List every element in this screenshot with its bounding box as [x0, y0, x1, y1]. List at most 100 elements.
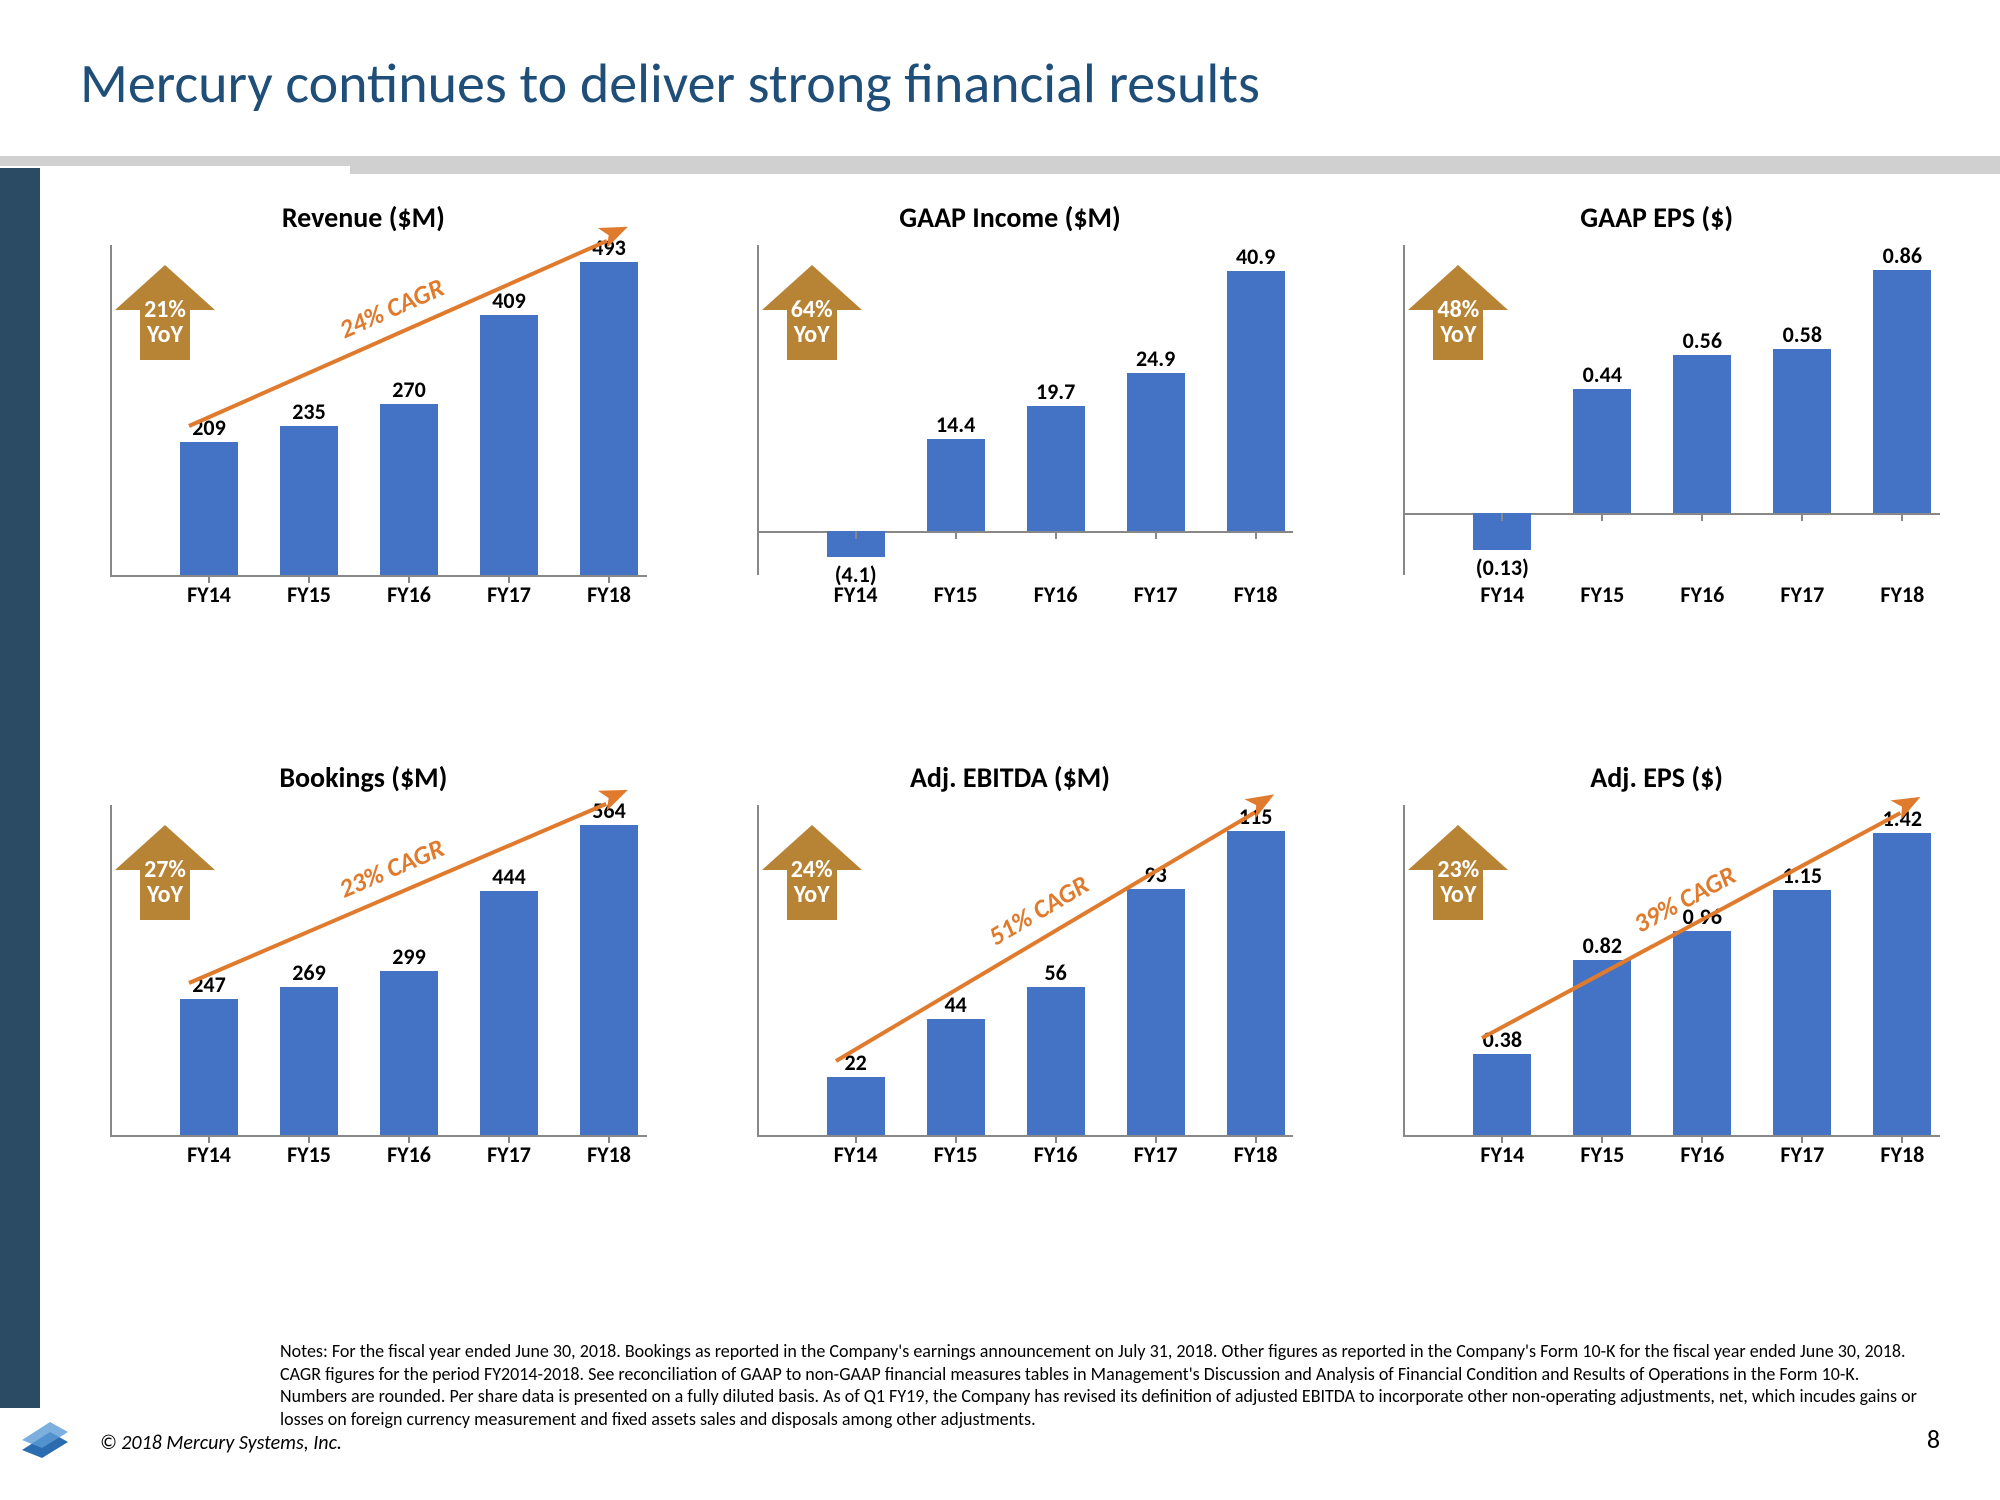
bar [1127, 889, 1185, 1135]
x-tick [508, 1135, 510, 1143]
x-tick-label: FY14 [811, 1141, 901, 1168]
x-tick [955, 1135, 957, 1143]
bar [1027, 987, 1085, 1135]
x-tick [855, 1135, 857, 1143]
x-tick [1055, 1135, 1057, 1143]
x-tick-label: FY16 [364, 1141, 454, 1168]
yoy-label: 24%YoY [757, 857, 867, 907]
bar [280, 426, 338, 575]
charts-grid: Revenue ($M) 209FY14235FY15270FY16409FY17… [70, 200, 1950, 1300]
chart-title: GAAP EPS ($) [1363, 200, 1950, 235]
x-tick-label: FY16 [1657, 581, 1747, 608]
x-tick [1801, 1135, 1803, 1143]
yoy-badge: 21%YoY [110, 265, 220, 380]
bar [1873, 270, 1931, 513]
bar-value-label: 269 [269, 959, 349, 986]
x-tick-label: FY14 [1457, 581, 1547, 608]
bar [1127, 373, 1185, 531]
x-axis [1403, 1135, 1940, 1137]
x-tick [1255, 1135, 1257, 1143]
divider-thick [350, 156, 2000, 174]
x-tick-label: FY18 [1211, 581, 1301, 608]
x-tick [855, 531, 857, 539]
bar [180, 442, 238, 575]
bar [827, 1077, 885, 1135]
yoy-label: 21%YoY [110, 297, 220, 347]
bar-value-label: (0.13) [1462, 554, 1542, 581]
x-tick-label: FY17 [1111, 1141, 1201, 1168]
bar [1673, 355, 1731, 513]
bar-value-label: 40.9 [1216, 243, 1296, 270]
x-tick-label: FY14 [164, 1141, 254, 1168]
cagr-arrowhead-icon [1248, 786, 1278, 821]
bar [1673, 931, 1731, 1135]
x-tick [1601, 513, 1603, 521]
bar-value-label: 444 [469, 863, 549, 890]
x-tick-label: FY18 [564, 581, 654, 608]
chart-title: Revenue ($M) [70, 200, 657, 235]
bar-value-label: 14.4 [916, 411, 996, 438]
page-title: Mercury continues to deliver strong fina… [80, 50, 1260, 118]
chart-panel: GAAP EPS ($)(0.13)FY140.44FY150.56FY160.… [1363, 200, 1950, 740]
x-tick [1601, 1135, 1603, 1143]
chart-plot: 22FY1444FY1556FY1693FY17115FY18 24%YoY 5… [717, 805, 1304, 1165]
x-tick [1701, 1135, 1703, 1143]
x-tick-label: FY16 [1011, 1141, 1101, 1168]
x-tick [1155, 531, 1157, 539]
x-tick-label: FY18 [564, 1141, 654, 1168]
cagr-arrowhead-icon [601, 217, 631, 252]
x-tick-label: FY18 [1857, 581, 1947, 608]
bar [380, 404, 438, 575]
bar [580, 825, 638, 1135]
x-tick [1701, 513, 1703, 521]
yoy-badge: 64%YoY [757, 265, 867, 380]
chart-panel: Bookings ($M)247FY14269FY15299FY16444FY1… [70, 760, 657, 1300]
bar [1773, 890, 1831, 1135]
x-tick-label: FY18 [1211, 1141, 1301, 1168]
x-tick-label: FY14 [1457, 1141, 1547, 1168]
x-tick-label: FY14 [164, 581, 254, 608]
x-tick [208, 575, 210, 583]
bar [1573, 960, 1631, 1135]
yoy-badge: 27%YoY [110, 825, 220, 940]
bar [280, 987, 338, 1135]
x-tick-label: FY17 [1757, 1141, 1847, 1168]
chart-plot: (4.1)FY1414.4FY1519.7FY1624.9FY1740.9FY1… [717, 245, 1304, 605]
yoy-label: 48%YoY [1403, 297, 1513, 347]
chart-plot: 247FY14269FY15299FY16444FY17564FY18 27%Y… [70, 805, 657, 1165]
x-tick [408, 575, 410, 583]
bar [1573, 389, 1631, 513]
chart-title: Adj. EBITDA ($M) [717, 760, 1304, 795]
bar-value-label: 299 [369, 943, 449, 970]
bar-value-label: 0.86 [1862, 242, 1942, 269]
x-tick-label: FY17 [464, 581, 554, 608]
x-tick [1055, 531, 1057, 539]
chart-plot: 0.38FY140.82FY150.96FY161.15FY171.42FY18… [1363, 805, 1950, 1165]
yoy-badge: 23%YoY [1403, 825, 1513, 940]
yoy-label: 23%YoY [1403, 857, 1513, 907]
chart-plot: (0.13)FY140.44FY150.56FY160.58FY170.86FY… [1363, 245, 1950, 605]
cagr-arrowhead-icon [601, 780, 631, 815]
footnotes: Notes: For the fiscal year ended June 30… [280, 1340, 1920, 1430]
bar-value-label: 0.58 [1762, 321, 1842, 348]
x-tick [408, 1135, 410, 1143]
x-tick [1901, 1135, 1903, 1143]
chart-plot: 209FY14235FY15270FY16409FY17493FY18 21%Y… [70, 245, 657, 605]
x-tick-label: FY15 [1557, 1141, 1647, 1168]
yoy-label: 27%YoY [110, 857, 220, 907]
bar [1873, 833, 1931, 1135]
bar-value-label: 0.44 [1562, 361, 1642, 388]
x-tick-label: FY15 [264, 581, 354, 608]
cagr-arrowhead-icon [1894, 788, 1924, 823]
chart-panel: Revenue ($M) 209FY14235FY15270FY16409FY17… [70, 200, 657, 740]
bar [927, 1019, 985, 1135]
copyright: © 2018 Mercury Systems, Inc. [100, 1431, 342, 1455]
bar [1227, 831, 1285, 1135]
bar-value-label: 22 [816, 1049, 896, 1076]
x-tick [308, 1135, 310, 1143]
bar [580, 262, 638, 575]
x-axis [110, 1135, 647, 1137]
x-tick-label: FY17 [464, 1141, 554, 1168]
bar-value-label: 24.9 [1116, 345, 1196, 372]
x-tick [1155, 1135, 1157, 1143]
